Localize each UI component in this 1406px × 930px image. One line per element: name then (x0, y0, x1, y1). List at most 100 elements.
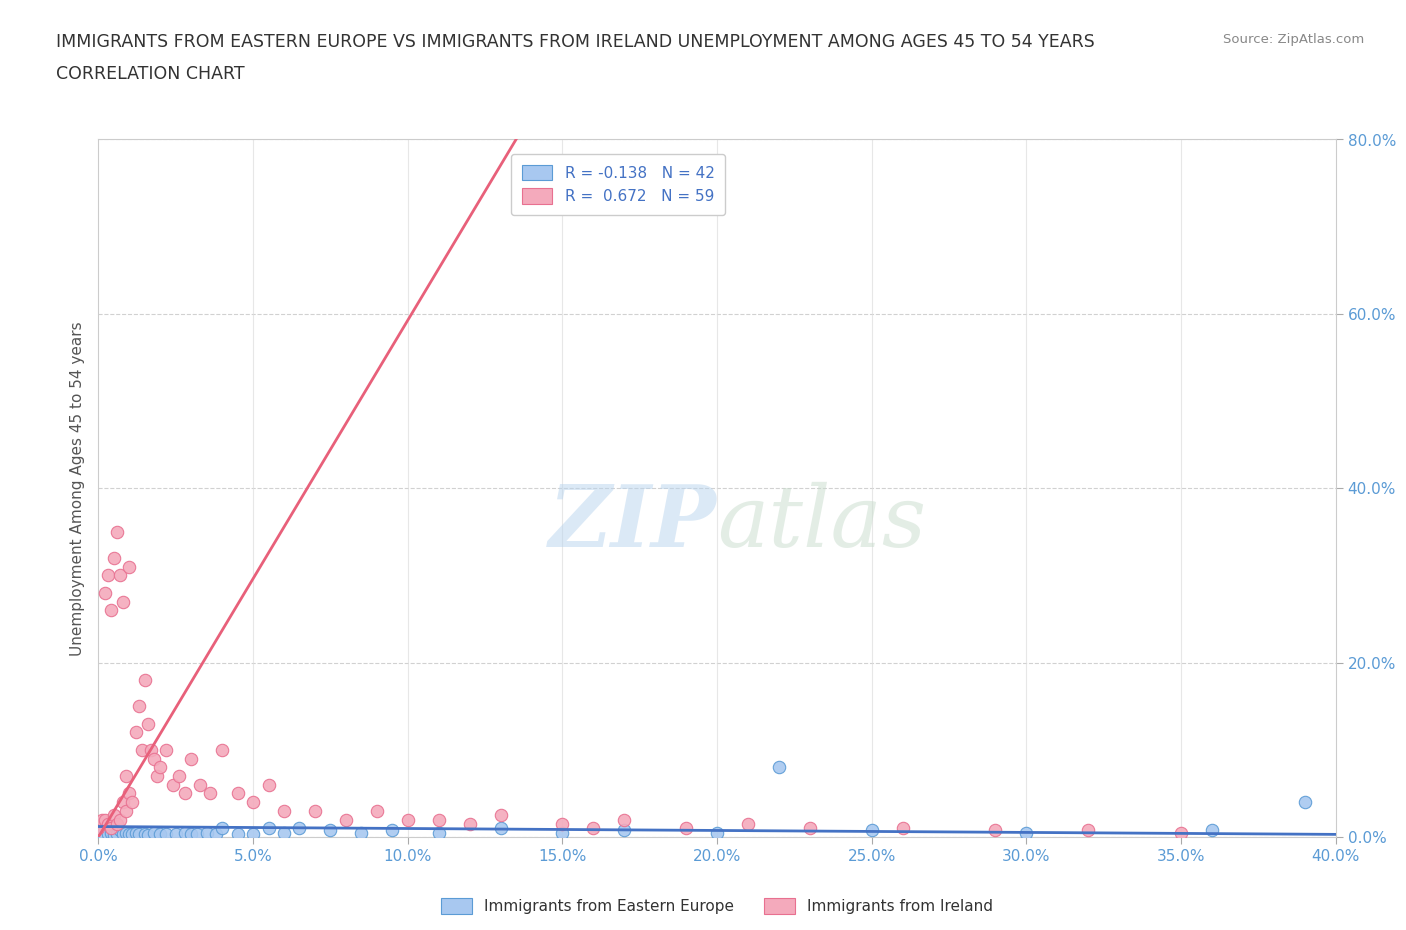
Point (211, 821, 233, 836)
Point (273, 804, 295, 818)
Point (174, 825, 197, 840)
Point (105, 826, 128, 841)
Point (768, 760, 790, 775)
Point (195, 825, 218, 840)
Point (121, 827, 143, 842)
Point (115, 804, 138, 818)
Legend: Immigrants from Eastern Europe, Immigrants from Ireland: Immigrants from Eastern Europe, Immigran… (434, 892, 1000, 920)
Point (186, 827, 208, 842)
Point (174, 786, 197, 801)
Point (121, 794, 143, 809)
Point (226, 826, 249, 841)
Point (134, 672, 156, 687)
Text: ZIP: ZIP (550, 482, 717, 565)
Point (489, 821, 512, 836)
Point (891, 821, 914, 836)
Point (136, 716, 159, 731)
Point (860, 823, 883, 837)
Point (458, 817, 481, 831)
Point (242, 827, 264, 842)
Point (143, 825, 166, 840)
Point (103, 808, 125, 823)
Text: Source: ZipAtlas.com: Source: ZipAtlas.com (1223, 33, 1364, 46)
Point (112, 594, 135, 609)
Point (105, 525, 128, 539)
Point (100, 825, 122, 840)
Point (100, 603, 122, 618)
Point (165, 827, 187, 842)
Text: CORRELATION CHART: CORRELATION CHART (56, 65, 245, 83)
Point (242, 794, 264, 809)
Point (180, 751, 202, 766)
Point (108, 568, 131, 583)
Point (149, 760, 172, 775)
Point (304, 804, 326, 818)
Point (319, 823, 342, 837)
Point (100, 821, 122, 836)
Point (427, 825, 450, 840)
Point (97, 817, 120, 831)
Point (551, 817, 574, 831)
Point (105, 817, 128, 831)
Point (103, 551, 125, 565)
Point (737, 817, 759, 831)
Point (136, 828, 159, 843)
Point (93, 586, 115, 601)
Text: atlas: atlas (717, 482, 927, 565)
Point (155, 742, 177, 757)
Point (97, 568, 120, 583)
Point (984, 823, 1007, 837)
Point (167, 768, 190, 783)
Point (396, 812, 419, 827)
Point (205, 827, 228, 842)
Point (90, 825, 112, 840)
Point (799, 821, 821, 836)
Y-axis label: Unemployment Among Ages 45 to 54 years: Unemployment Among Ages 45 to 54 years (69, 321, 84, 656)
Point (198, 786, 221, 801)
Point (551, 825, 574, 840)
Point (90, 812, 112, 827)
Point (149, 827, 172, 842)
Point (155, 826, 177, 841)
Point (1015, 825, 1038, 840)
Point (134, 826, 156, 841)
Point (115, 768, 138, 783)
Point (97, 827, 120, 842)
Point (1077, 823, 1099, 837)
Point (162, 777, 184, 792)
Point (1201, 823, 1223, 837)
Point (211, 742, 233, 757)
Point (180, 826, 202, 841)
Point (146, 768, 169, 783)
Point (350, 825, 373, 840)
Point (1170, 825, 1192, 840)
Point (128, 827, 150, 842)
Point (273, 825, 295, 840)
Point (675, 821, 697, 836)
Point (87, 821, 110, 836)
Point (257, 777, 280, 792)
Point (131, 742, 153, 757)
Point (128, 698, 150, 713)
Point (613, 823, 636, 837)
Point (124, 725, 146, 740)
Point (118, 786, 141, 801)
Point (381, 823, 404, 837)
Point (108, 823, 131, 837)
Point (115, 825, 138, 840)
Point (103, 828, 125, 843)
Point (124, 825, 146, 840)
Point (190, 777, 212, 792)
Point (613, 812, 636, 827)
Point (366, 804, 388, 818)
Point (118, 559, 141, 574)
Point (108, 812, 131, 827)
Point (226, 786, 249, 801)
Point (112, 827, 135, 842)
Point (489, 808, 512, 823)
Point (706, 825, 728, 840)
Point (139, 742, 162, 757)
Point (288, 821, 311, 836)
Point (427, 812, 450, 827)
Point (112, 794, 135, 809)
